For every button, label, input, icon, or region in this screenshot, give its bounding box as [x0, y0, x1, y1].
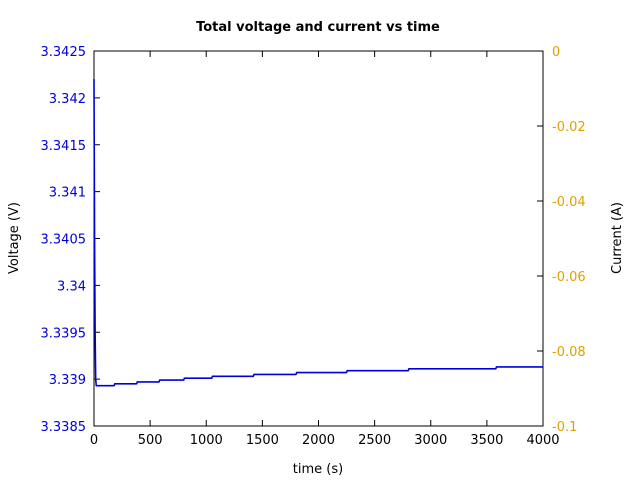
x-axis: 0 500 1000 1500 2000 2500 3000 3500 4000 — [90, 51, 560, 448]
y-right-tick-label: -0.04 — [552, 195, 586, 210]
y-left-tick-label: 3.3395 — [41, 326, 87, 341]
x-tick-label: 2500 — [358, 433, 391, 448]
y-left-tick-label: 3.339 — [49, 373, 86, 388]
x-tick-label: 1000 — [190, 433, 223, 448]
x-tick-label: 3500 — [470, 433, 503, 448]
y-right-tick-label: 0 — [552, 45, 560, 60]
y-right-tick-label: -0.1 — [552, 420, 577, 435]
y-right-tick-label: -0.06 — [552, 270, 586, 285]
plot-frame — [93, 50, 544, 427]
x-tick-label: 4000 — [526, 433, 559, 448]
chart-title: Total voltage and current vs time — [196, 20, 440, 35]
y-axis-left: 3.3385 3.339 3.3395 3.34 3.3405 3.341 3.3415 3.… — [41, 45, 100, 435]
y-axis-left-label: Voltage (V) — [7, 202, 22, 274]
x-tick-label: 500 — [138, 433, 163, 448]
series-layer — [93, 79, 543, 387]
y-right-tick-label: -0.02 — [552, 120, 586, 135]
y-axis-right: -0.1 -0.08 -0.06 -0.04 -0.02 0 — [537, 45, 586, 435]
x-tick-label: 2000 — [302, 433, 335, 448]
y-right-tick-label: -0.08 — [552, 345, 586, 360]
y-axis-right-label: Current (A) — [610, 202, 625, 274]
series-line-voltage — [93, 79, 543, 387]
y-left-tick-label: 3.3425 — [41, 45, 87, 60]
y-left-tick-label: 3.341 — [49, 186, 86, 201]
x-tick-label: 0 — [90, 433, 98, 448]
y-left-tick-label: 3.3385 — [41, 420, 87, 435]
plot-border — [93, 50, 544, 427]
y-left-tick-label: 3.34 — [57, 279, 86, 294]
x-tick-label: 1500 — [246, 433, 279, 448]
x-axis-label: time (s) — [293, 462, 343, 477]
y-left-tick-label: 3.3405 — [41, 233, 87, 248]
y-left-tick-label: 3.3415 — [41, 139, 87, 154]
x-tick-label: 3000 — [414, 433, 447, 448]
y-left-tick-label: 3.342 — [49, 92, 86, 107]
